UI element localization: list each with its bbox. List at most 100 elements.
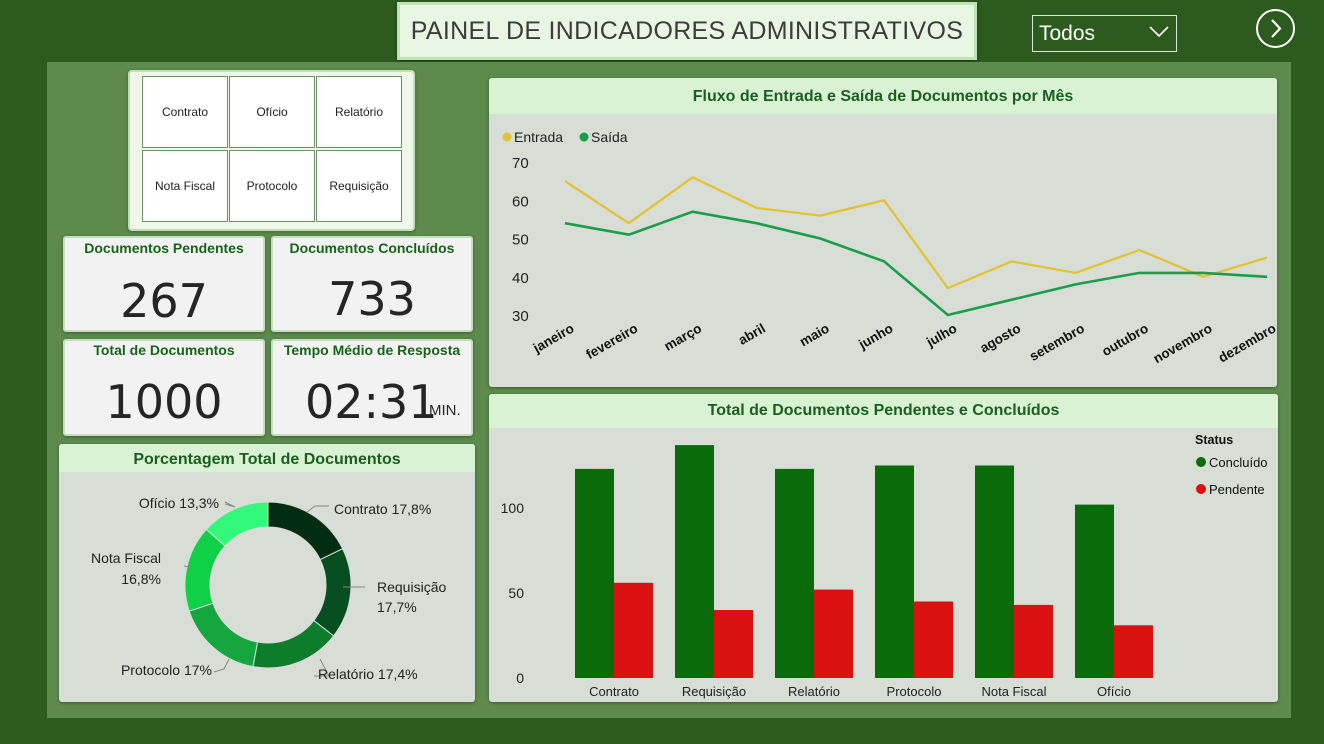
x-tick-label: setembro bbox=[1027, 321, 1087, 364]
bar-concluído[interactable] bbox=[1075, 504, 1114, 678]
legend-marker-1 bbox=[579, 132, 589, 142]
next-page-button[interactable] bbox=[1256, 9, 1295, 48]
leader-line bbox=[183, 565, 192, 572]
kpi-title: Documentos Concluídos bbox=[289, 240, 455, 256]
legend-marker-0 bbox=[502, 132, 512, 142]
slicer-item-requisicao[interactable]: Requisição bbox=[316, 150, 402, 222]
slice-value-label: Protocolo 17% bbox=[121, 662, 212, 678]
y-tick-label: 40 bbox=[512, 270, 529, 287]
slice-value-label: Requisição bbox=[377, 579, 446, 595]
page-title: PAINEL DE INDICADORES ADMINISTRATIVOS bbox=[410, 16, 964, 45]
chart-title: Porcentagem Total de Documentos bbox=[59, 444, 475, 472]
legend-title: Status bbox=[1195, 433, 1233, 447]
legend-marker-0 bbox=[1196, 457, 1206, 467]
bar-chart: 0 50 100 Contrato Requisição Relatório Protoco… bbox=[501, 433, 1268, 699]
y-tick-label: 0 bbox=[516, 670, 524, 686]
slice-value-label: Nota Fiscal bbox=[91, 550, 161, 566]
x-tick-label: Contrato bbox=[589, 684, 639, 699]
slicer-item-relatorio[interactable]: Relatório bbox=[316, 76, 402, 148]
x-tick-label: novembro bbox=[1151, 321, 1215, 367]
y-tick-label: 100 bbox=[501, 500, 525, 516]
kpi-value: 02:31 bbox=[305, 375, 438, 429]
x-tick-label: Nota Fiscal bbox=[981, 684, 1046, 699]
chart-title: Total de Documentos Pendentes e Concluíd… bbox=[489, 394, 1278, 428]
slicer-item-protocolo[interactable]: Protocolo bbox=[229, 150, 315, 222]
kpi-card-total: Total de Documentos 1000 bbox=[63, 339, 265, 436]
document-type-slicer: Contrato Ofício Relatório Nota Fiscal Pr… bbox=[128, 70, 415, 231]
bar-pendente[interactable] bbox=[714, 610, 753, 678]
bar-concluído[interactable] bbox=[875, 465, 914, 679]
x-tick-label: julho bbox=[923, 321, 959, 351]
x-tick-label: Ofício bbox=[1097, 684, 1131, 699]
slicer-item-nota-fiscal[interactable]: Nota Fiscal bbox=[142, 150, 228, 222]
x-tick-label: outubro bbox=[1099, 321, 1151, 359]
x-tick-label: fevereiro bbox=[583, 321, 640, 363]
donut-slice-1[interactable] bbox=[313, 548, 352, 637]
kpi-title: Total de Documentos bbox=[93, 342, 235, 358]
kpi-value: 733 bbox=[328, 272, 416, 326]
slicer-item-oficio[interactable]: Ofício bbox=[229, 76, 315, 148]
x-tick-label: Relatório bbox=[788, 684, 840, 699]
kpi-unit: MIN. bbox=[429, 402, 461, 419]
line-chart: Entrada Saída 30 40 50 60 70 janeiro fevereiro ma… bbox=[502, 129, 1277, 367]
y-tick-label: 50 bbox=[508, 585, 524, 601]
kpi-value: 267 bbox=[120, 274, 208, 328]
filter-dropdown-value: Todos bbox=[1039, 21, 1096, 45]
bar-pendente[interactable] bbox=[614, 582, 653, 678]
y-tick-label: 30 bbox=[512, 308, 529, 325]
bar-pendente[interactable] bbox=[914, 601, 953, 679]
line-chart-card: Fluxo de Entrada e Saída de Documentos p… bbox=[489, 78, 1277, 387]
slicer-item-contrato[interactable]: Contrato bbox=[142, 76, 228, 148]
leader-line bbox=[314, 658, 330, 677]
x-tick-label: junho bbox=[855, 321, 895, 353]
bar-pendente[interactable] bbox=[1014, 604, 1053, 678]
bar-pendente[interactable] bbox=[1114, 625, 1153, 678]
kpi-title: Documentos Pendentes bbox=[84, 240, 244, 256]
donut-chart-card: Porcentagem Total de Documentos Contrato… bbox=[59, 444, 475, 702]
series-line-saída[interactable] bbox=[564, 210, 1268, 317]
bar-concluído[interactable] bbox=[575, 468, 614, 678]
y-tick-label: 70 bbox=[512, 155, 529, 172]
x-tick-label: dezembro bbox=[1216, 321, 1277, 366]
series-line-entrada[interactable] bbox=[564, 176, 1268, 290]
legend-marker-1 bbox=[1196, 484, 1206, 494]
x-tick-label: março bbox=[662, 321, 705, 354]
chevron-down-icon bbox=[1149, 26, 1169, 38]
legend-label[interactable]: Saída bbox=[591, 129, 628, 145]
legend-label[interactable]: Pendente bbox=[1209, 482, 1265, 497]
bar-concluído[interactable] bbox=[775, 468, 814, 678]
slice-value-label: 16,8% bbox=[121, 571, 161, 587]
slice-value-label: Ofício 13,3% bbox=[139, 495, 219, 511]
donut-slice-0[interactable] bbox=[267, 501, 344, 561]
donut-slice-5[interactable] bbox=[205, 501, 269, 547]
x-tick-label: agosto bbox=[977, 321, 1023, 356]
bar-concluído[interactable] bbox=[975, 465, 1014, 679]
leader-line bbox=[306, 505, 329, 513]
y-tick-label: 50 bbox=[512, 232, 529, 249]
chart-title: Fluxo de Entrada e Saída de Documentos p… bbox=[489, 78, 1277, 114]
donut-chart: Contrato 17,8% Requisição 17,7% Relatório 1… bbox=[91, 495, 447, 682]
legend-label[interactable]: Entrada bbox=[514, 129, 563, 145]
donut-slice-3[interactable] bbox=[188, 602, 259, 668]
dashboard-title-box: PAINEL DE INDICADORES ADMINISTRATIVOS bbox=[397, 2, 977, 60]
x-tick-label: janeiro bbox=[530, 321, 577, 357]
kpi-card-pendentes: Documentos Pendentes 267 bbox=[63, 236, 265, 332]
x-tick-label: abril bbox=[736, 321, 768, 348]
slice-value-label: 17,7% bbox=[377, 599, 417, 615]
legend-label[interactable]: Concluído bbox=[1209, 455, 1268, 470]
bar-concluído[interactable] bbox=[675, 445, 714, 678]
bar-pendente[interactable] bbox=[814, 589, 853, 678]
chevron-right-icon bbox=[1271, 19, 1282, 38]
donut-slice-4[interactable] bbox=[184, 528, 226, 612]
bar-chart-card: Total de Documentos Pendentes e Concluíd… bbox=[489, 394, 1278, 702]
kpi-title: Tempo Médio de Resposta bbox=[283, 342, 461, 358]
kpi-value: 1000 bbox=[105, 375, 223, 429]
x-tick-label: Protocolo bbox=[887, 684, 942, 699]
y-tick-label: 60 bbox=[512, 193, 529, 210]
leader-line bbox=[213, 658, 230, 673]
x-tick-label: maio bbox=[797, 321, 832, 350]
slice-value-label: Contrato 17,8% bbox=[334, 501, 431, 517]
filter-dropdown[interactable]: Todos bbox=[1032, 15, 1177, 52]
slice-value-label: Relatório 17,4% bbox=[318, 666, 418, 682]
leader-line bbox=[224, 501, 236, 508]
